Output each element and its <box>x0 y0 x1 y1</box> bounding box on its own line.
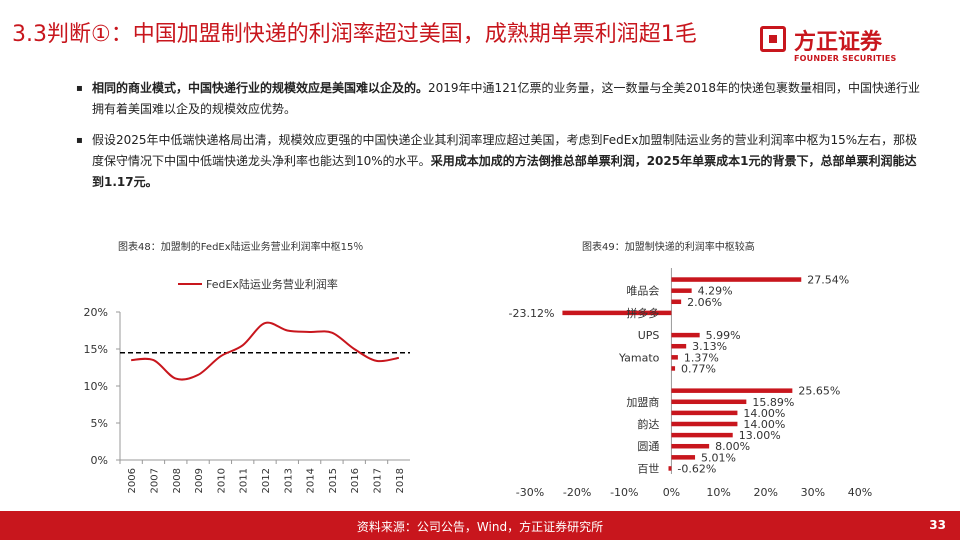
bar-value-label: 27.54% <box>807 274 849 287</box>
bar-value-label: 25.65% <box>798 385 840 398</box>
bar <box>671 388 793 393</box>
right-chart-caption: 图表49：加盟制快递的利润率中枢较高 <box>582 242 755 253</box>
bar <box>671 332 700 338</box>
bar <box>671 443 710 449</box>
x-tick-label: 30% <box>801 486 825 499</box>
x-tick-label: 0% <box>663 486 680 499</box>
x-tick-label: -30% <box>516 486 544 499</box>
y-tick-label: 5% <box>91 417 108 430</box>
bar-value-label: 4.29% <box>698 285 733 298</box>
page-title: 3.3判断①：中国加盟制快递的利润率超过美国，成熟期单票利润超1毛 <box>12 22 697 47</box>
bar-category-label: 加盟商 <box>626 395 659 409</box>
bar <box>671 410 738 416</box>
bar-category-label: Yamato <box>618 351 660 364</box>
x-tick-label: 20% <box>753 486 777 499</box>
x-tick-label: 2017 <box>373 468 384 493</box>
bullet-bold-tail: 采用成本加成的方法倒推总部单票利润，2025年单票成本1元的背景下，总部单票利润… <box>92 154 917 189</box>
y-tick-label: 20% <box>84 306 108 319</box>
bar-value-label: 2.06% <box>687 296 722 309</box>
x-tick-label: 2007 <box>149 468 160 493</box>
x-tick-label: 2015 <box>328 468 339 493</box>
bar <box>671 455 696 460</box>
x-tick-label: 2010 <box>216 468 227 493</box>
bar <box>671 343 687 349</box>
left-chart-caption: 图表48：加盟制的FedEx陆运业务营业利润率中枢15％ <box>118 242 364 253</box>
x-tick-label: 2008 <box>172 468 183 493</box>
x-tick-label: 2013 <box>283 468 294 493</box>
logo-mark-icon <box>760 26 786 52</box>
x-tick-label: 2009 <box>194 468 205 493</box>
bar <box>671 432 733 438</box>
bar-value-label: 3.13% <box>692 340 727 353</box>
bar <box>668 466 672 471</box>
bar-value-label: 15.89% <box>752 396 794 409</box>
y-tick-label: 10% <box>84 380 108 393</box>
y-tick-label: 0% <box>91 454 108 467</box>
page-number: 33 <box>929 518 946 532</box>
y-tick-label: 15% <box>84 343 108 356</box>
bar-value-label: 1.37% <box>684 351 719 364</box>
bar-value-label: 0.77% <box>681 362 716 375</box>
bar-value-label: 14.00% <box>743 418 785 431</box>
x-tick-label: -10% <box>610 486 638 499</box>
fedex-margin-line-chart: 0% 5% 10% 15% 20% 2006 2007 2008 2009 2010 2011 201… <box>84 277 410 493</box>
bar-category-label: 唯品会 <box>626 285 659 298</box>
bar-category-label: UPS <box>638 329 660 342</box>
bar <box>671 277 802 282</box>
bar <box>671 288 692 293</box>
bullet-text: 假设2025年中低端快递格局出清，规模效应更强的中国快递企业其利润率理应超过美国… <box>92 133 918 168</box>
x-tick-label: 2016 <box>350 468 361 493</box>
source-note: 资料来源：公司公告，Wind，方正证券研究所 <box>356 520 604 534</box>
bar-value-label: 14.00% <box>743 407 785 420</box>
bar <box>671 366 676 371</box>
x-tick-label: 10% <box>706 486 730 499</box>
x-tick-label: -20% <box>563 486 591 499</box>
bar-value-label: -23.12% <box>509 307 555 320</box>
bar-category-label: 韵达 <box>637 417 659 431</box>
legend-label: FedEx陆运业务营业利润率 <box>206 277 338 291</box>
bullet-item: 相同的商业模式，中国快递行业的规模效应是美国难以企及的。2019年中通121亿票… <box>76 78 922 120</box>
x-tick-label: 2012 <box>261 468 272 493</box>
bar-value-label: 5.01% <box>701 451 736 464</box>
logo-english-name: FOUNDER SECURITIES <box>794 54 897 63</box>
bar-category-label: 拼多多 <box>626 306 659 320</box>
bar <box>671 421 738 427</box>
bar-value-label: 8.00% <box>715 440 750 453</box>
x-tick-label: 2006 <box>127 468 138 493</box>
bar <box>671 355 678 360</box>
footer-bar: 资料来源：公司公告，Wind，方正证券研究所 33 <box>0 511 960 540</box>
x-tick-label: 40% <box>848 486 872 499</box>
x-tick-label: 2018 <box>395 468 406 493</box>
bar-value-label: 13.00% <box>739 429 781 442</box>
x-tick-label: 2011 <box>239 468 250 493</box>
bullet-list: 相同的商业模式，中国快递行业的规模效应是美国难以企及的。2019年中通121亿票… <box>76 78 922 203</box>
bar-category-label: 百世 <box>637 462 659 475</box>
x-tick-label: 2014 <box>306 468 317 493</box>
logo-name: 方正证券 <box>794 30 883 55</box>
bullet-text: 2019年中通121亿票的业务量，这一数量与全美2018年的快递包裹数量相同，中… <box>92 81 921 116</box>
bar-category-label: 圆通 <box>637 440 659 453</box>
company-logo: 方正证券 FOUNDER SECURITIES <box>756 24 916 70</box>
bullet-bold-lead: 相同的商业模式，中国快递行业的规模效应是美国难以企及的。 <box>92 81 429 95</box>
margin-bar-chart: -30% -20% -10% 0% 10% 20% 30% 40% 27.54% 4.29% 唯品会… <box>509 268 872 499</box>
bar-value-label: 5.99% <box>706 329 741 342</box>
bar <box>671 299 682 305</box>
bar <box>562 310 672 316</box>
bullet-item: 假设2025年中低端快递格局出清，规模效应更强的中国快递企业其利润率理应超过美国… <box>76 130 922 193</box>
series-line-fedex-margin <box>131 321 400 381</box>
bar <box>671 399 747 405</box>
bar-value-label: -0.62% <box>677 462 716 475</box>
